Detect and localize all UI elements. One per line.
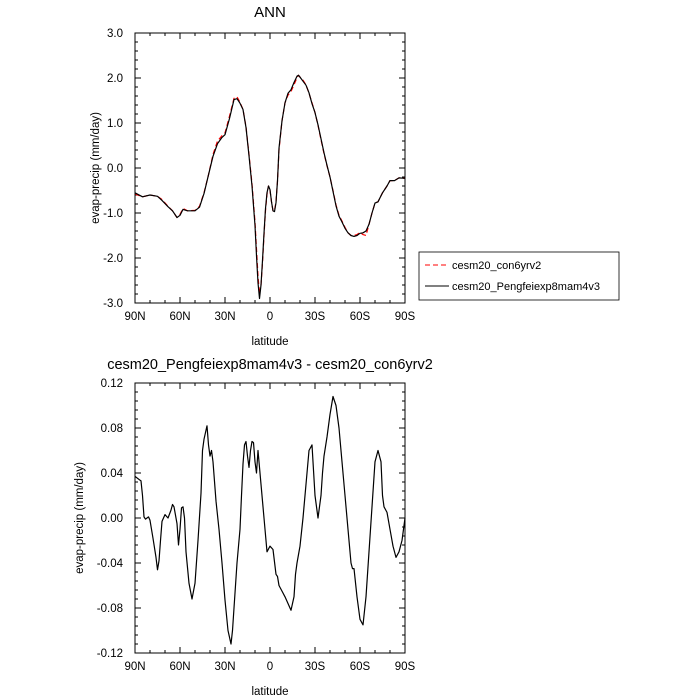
bottom-x-tick-label: 60N (169, 661, 190, 673)
top-plot-frame (134, 32, 406, 304)
top-y-tick-label: -2.0 (103, 253, 123, 265)
top-y-tick-label: 2.0 (107, 73, 123, 85)
bottom-series-line-0 (134, 395, 406, 645)
top-x-tick-label: 60S (350, 311, 371, 323)
top-x-tick-label: 30S (305, 311, 326, 323)
bottom-y-tick-label: -0.08 (97, 603, 123, 615)
bottom-x-tick-label: 90S (395, 661, 416, 673)
legend-label-pengfei: cesm20_Pengfeiexp8mam4v3 (452, 281, 600, 293)
legend-label-con6yrv2: cesm20_con6yrv2 (452, 260, 541, 272)
top-y-tick-label: -3.0 (103, 298, 123, 310)
bottom-y-tick-label: 0.12 (101, 378, 123, 390)
top-x-tick-label: 90S (395, 311, 416, 323)
top-x-axis-label: latitude (251, 336, 288, 348)
bottom-plot-area: 90N 60N 30N 0 30S 60S 90S 0.12 0.08 0.04 0.00 -0.04… (97, 378, 416, 673)
top-x-tick-label: 90N (124, 311, 145, 323)
bottom-y-tick-label: -0.12 (97, 648, 123, 660)
top-y-tick-label: 1.0 (107, 118, 123, 130)
top-x-tick-label: 0 (267, 311, 273, 323)
bottom-y-tick-label: 0.08 (101, 423, 123, 435)
top-series-line-1 (134, 74, 406, 300)
bottom-x-tick-label: 30N (214, 661, 235, 673)
bottom-y-tick-label: 0.00 (101, 513, 123, 525)
bottom-x-tick-label: 90N (124, 661, 145, 673)
bottom-x-tick-label: 0 (267, 661, 273, 673)
top-x-tick-label: 30N (214, 311, 235, 323)
bottom-x-tick-label: 60S (350, 661, 371, 673)
top-y-tick-label: -1.0 (103, 208, 123, 220)
bottom-chart: cesm20_Pengfeiexp8mam4v3 - cesm20_con6yr… (74, 357, 433, 698)
bottom-x-axis-label: latitude (251, 686, 288, 698)
top-x-tick-label: 60N (169, 311, 190, 323)
bottom-y-tick-label: 0.04 (101, 468, 124, 480)
top-y-axis-label: evap-precip (mm/day) (90, 112, 102, 224)
top-plot-area: 90N 60N 30N 0 30S 60S 90S 3.0 2.0 1.0 0.0 -1.0 -2.0 -… (103, 28, 415, 323)
bottom-y-axis-label: evap-precip (mm/day) (74, 462, 86, 574)
top-chart-title: ANN (254, 4, 286, 21)
bottom-x-tick-label: 30S (305, 661, 326, 673)
bottom-y-tick-label: -0.04 (97, 558, 124, 570)
bottom-chart-title: cesm20_Pengfeiexp8mam4v3 - cesm20_con6yr… (107, 357, 433, 373)
top-y-tick-label: 0.0 (107, 163, 123, 175)
top-chart: ANN 90N 60N 30N 0 30S 60S 90S 3.0 2.0 1.0 0.0 -1.0 -… (90, 4, 416, 348)
legend: cesm20_con6yrv2 cesm20_Pengfeiexp8mam4v3 (418, 251, 620, 301)
legend-box (418, 251, 620, 301)
top-series-line-0 (134, 74, 406, 295)
bottom-plot-frame (134, 382, 406, 654)
top-y-tick-label: 3.0 (107, 28, 123, 40)
